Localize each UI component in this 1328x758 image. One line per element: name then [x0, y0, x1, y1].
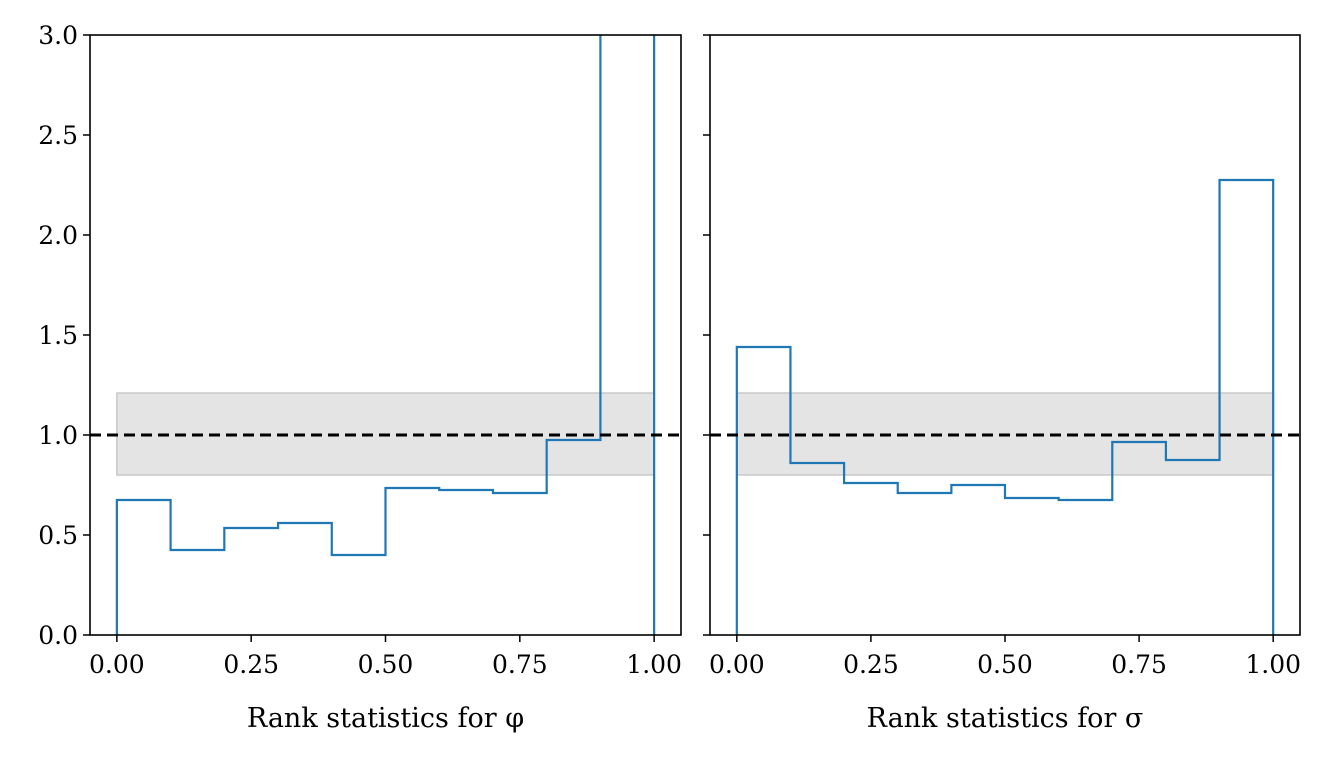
- histogram-step-line: [115, 35, 656, 635]
- x-axis-label: Rank statistics for φ: [247, 703, 524, 734]
- y-tick-label: 1.5: [38, 321, 78, 350]
- histogram-bin: [171, 550, 225, 635]
- right-panel: 0.00 0.25 0.50 0.75 1.00 Rank statistics for …: [703, 34, 1301, 734]
- histogram-bin: [224, 528, 278, 635]
- histogram-bin: [844, 483, 898, 635]
- x-tick-label: 0.25: [223, 650, 279, 679]
- histogram-bin: [1166, 460, 1220, 635]
- x-tick-label: 1.00: [1245, 650, 1301, 679]
- y-tick-label: 2.0: [38, 221, 78, 250]
- histogram-bin: [547, 440, 601, 635]
- x-tick-label: 0.75: [492, 650, 548, 679]
- histogram-bin: [898, 493, 952, 635]
- histogram-bin: [737, 347, 791, 635]
- histogram-step-line: [735, 178, 1275, 635]
- y-tick-label: 3.0: [38, 21, 78, 50]
- y-tick-label: 0.0: [38, 621, 78, 650]
- y-tick-label: 1.0: [38, 421, 78, 450]
- x-tick-label: 0.50: [358, 650, 414, 679]
- x-tick-label: 0.00: [89, 650, 145, 679]
- histogram-bin: [1112, 442, 1166, 635]
- histogram-bin: [439, 490, 493, 635]
- histogram-bin: [1220, 180, 1274, 635]
- histogram-bin: [386, 488, 440, 635]
- histogram-bin: [493, 493, 547, 635]
- x-tick-label: 0.75: [1111, 650, 1167, 679]
- x-tick-label: 0.25: [843, 650, 899, 679]
- histogram-bin: [278, 523, 332, 635]
- y-tick-label: 0.5: [38, 521, 78, 550]
- x-tick-label: 1.00: [626, 650, 682, 679]
- x-axis-label: Rank statistics for σ: [867, 703, 1144, 734]
- histogram-bin: [790, 463, 844, 635]
- histogram-bin: [1059, 500, 1113, 635]
- histogram-bin: [332, 555, 386, 635]
- x-tick-label: 0.50: [977, 650, 1033, 679]
- histogram-bin: [951, 485, 1005, 635]
- plot-area: [710, 178, 1300, 635]
- y-tick-label: 2.5: [38, 121, 78, 150]
- histogram-bin: [117, 500, 171, 635]
- histogram-bin: [600, 35, 654, 635]
- left-panel: 0.00 0.25 0.50 0.75 1.00 0.0 0.5 1.0 1.5 2.0 2.5 3.…: [38, 21, 682, 734]
- x-tick-label: 0.00: [709, 650, 765, 679]
- plot-area: [90, 35, 681, 635]
- histogram-bin: [1005, 498, 1059, 635]
